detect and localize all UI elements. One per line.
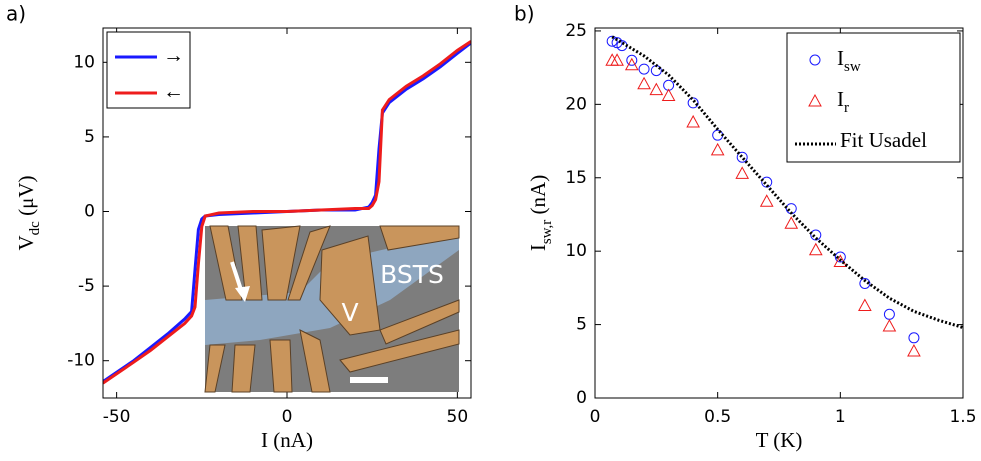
inset-electrode: [379, 225, 460, 251]
y-tick-label: 5: [576, 315, 587, 335]
legend-label-part: I: [837, 87, 844, 111]
inset-label: V: [341, 298, 358, 327]
point: [736, 151, 748, 163]
y-tick-label: 10: [73, 52, 95, 72]
point: [710, 142, 725, 156]
axes-frame: [594, 27, 964, 399]
inset-electrode: [209, 225, 243, 301]
x-axis-label: I (nA): [261, 428, 313, 452]
point: [624, 57, 639, 71]
inset-electrode: [339, 329, 460, 373]
point: [610, 53, 624, 66]
y-tick-label: -10: [67, 351, 95, 371]
legend-box: [106, 31, 191, 109]
point: [859, 277, 871, 289]
y-axis-label: Isw,r (nA): [526, 175, 556, 251]
y-tick-label: 15: [565, 168, 587, 188]
axes-frame: [102, 27, 472, 399]
inset-electrode: [237, 225, 263, 301]
y-tick-label: 20: [565, 94, 587, 114]
point: [833, 254, 848, 267]
point: [649, 82, 664, 96]
panel-label: b): [514, 2, 535, 26]
inset-electrode: [319, 235, 381, 336]
point: [759, 194, 774, 207]
point: [626, 54, 638, 66]
y-tick-label: 10: [565, 241, 587, 261]
y-tick-label: 0: [576, 388, 587, 408]
legend-label-part: r: [844, 100, 849, 116]
point: [907, 343, 921, 357]
point: [638, 63, 650, 75]
x-tick-label: 1: [835, 407, 846, 427]
inset-electrode: [261, 225, 301, 301]
inset-electrode: [204, 344, 226, 393]
inset-electrode: [287, 225, 331, 301]
y-axis-label-part: dc: [27, 221, 43, 236]
y-tick-label: 0: [84, 202, 95, 222]
point: [735, 166, 750, 179]
point: [784, 216, 799, 229]
point: [858, 298, 872, 311]
x-tick-label: -50: [103, 407, 131, 427]
y-tick-label: -5: [78, 276, 95, 296]
series-line: [611, 35, 963, 329]
inset: BSTS V: [204, 225, 460, 393]
legend-label: Isw: [837, 46, 861, 76]
legend-label-part: sw: [844, 59, 861, 75]
point: [834, 251, 846, 263]
x-tick-label: 50: [447, 407, 469, 427]
y-axis-label-part: V: [14, 235, 38, 250]
y-tick-label: 5: [84, 127, 95, 147]
y-axis-label: Vdc (μV): [14, 175, 44, 250]
x-axis-label: T (K): [756, 428, 803, 452]
inset-electrode: [269, 339, 293, 393]
y-axis-label-part: (nA): [526, 175, 550, 220]
x-tick-label: 0.5: [704, 407, 731, 427]
point: [810, 229, 822, 241]
point: [661, 88, 676, 102]
y-tick-label: 25: [565, 21, 587, 41]
point: [637, 76, 651, 90]
legend-marker: [809, 54, 821, 66]
legend-label: Fit Usadel: [840, 128, 927, 152]
legend-marker: [808, 93, 822, 107]
inset-electrode: [299, 329, 331, 393]
panel-label: a): [6, 2, 26, 26]
inset-scale-bar: [350, 377, 388, 383]
x-tick-label: 0: [590, 407, 601, 427]
point: [908, 332, 920, 344]
legend-label: ←: [163, 79, 184, 103]
point: [808, 242, 823, 256]
series-line: [103, 40, 471, 385]
y-axis-label-part: (μV): [14, 175, 38, 221]
y-axis-label-part: sw,r: [539, 220, 555, 244]
x-tick-label: 0: [282, 407, 293, 427]
legend-label-part: Fit Usadel: [840, 128, 927, 152]
inset-arrow-head: [235, 286, 250, 302]
legend-label: →: [163, 43, 184, 67]
legend-label-part: I: [837, 46, 844, 70]
point: [686, 114, 700, 128]
point: [606, 35, 618, 47]
point: [882, 319, 897, 332]
inset-electrode: [231, 344, 256, 393]
inset-label: BSTS: [380, 260, 444, 289]
legend-label: Ir: [837, 87, 849, 117]
y-axis-label-part: I: [526, 244, 550, 251]
x-tick-label: 1.5: [949, 407, 976, 427]
inset-electrode: [379, 299, 460, 345]
